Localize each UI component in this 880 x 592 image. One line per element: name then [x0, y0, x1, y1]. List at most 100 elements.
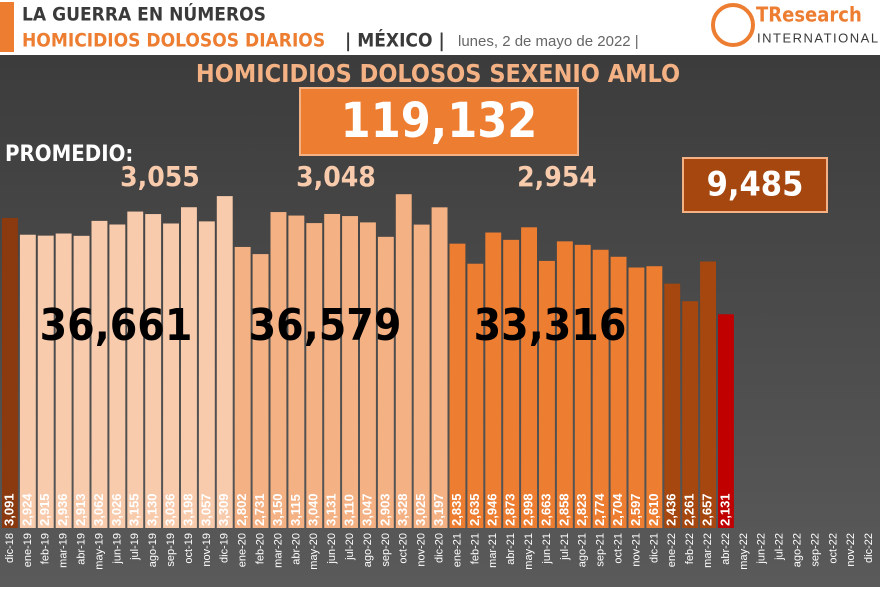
x-tick-label: abr-21	[505, 533, 517, 565]
value-label: 2,635	[467, 493, 482, 526]
bar	[556, 241, 573, 529]
bar	[467, 263, 484, 528]
total-2022: 9,485	[707, 165, 804, 205]
value-label: 2,131	[717, 493, 732, 526]
value-label: 3,026	[109, 493, 124, 526]
average: 3,048	[296, 160, 376, 193]
bar	[413, 224, 430, 528]
header-country: | MÉXICO |	[345, 29, 445, 52]
x-tick-label: dic-22	[863, 533, 875, 563]
value-label: 2,903	[377, 493, 392, 526]
bar	[449, 243, 466, 528]
bar	[288, 215, 305, 529]
x-tick-label: feb-19	[40, 533, 52, 564]
x-tick-label: sep-20	[380, 533, 392, 567]
bar	[610, 256, 627, 528]
x-tick-label: jul-20	[344, 533, 356, 561]
bar	[216, 196, 233, 528]
x-tick-label: dic-21	[648, 533, 660, 563]
total-2022-box	[682, 157, 828, 213]
x-tick-label: sep-21	[595, 533, 607, 567]
bar	[521, 227, 537, 528]
x-tick-label: mar-19	[58, 533, 70, 568]
x-tick-label: oct-19	[183, 533, 195, 564]
period-total: 36,661	[40, 300, 193, 351]
bar	[592, 249, 609, 528]
value-label: 3,198	[180, 493, 195, 526]
x-tick-label: jun-20	[326, 533, 338, 565]
value-label: 3,150	[270, 493, 285, 526]
x-tick-label: feb-22	[684, 533, 696, 564]
bar	[324, 213, 341, 528]
bar	[252, 254, 269, 529]
value-label: 2,657	[699, 493, 714, 526]
brand: TResearch	[756, 3, 862, 27]
value-label: 3,057	[198, 493, 213, 526]
x-tick-label: jun-22	[756, 533, 768, 565]
bar	[628, 267, 645, 528]
value-label: 2,946	[485, 493, 500, 526]
x-tick-label: ago-19	[147, 533, 159, 567]
value-label: 3,197	[431, 493, 446, 526]
bar	[718, 314, 734, 528]
bar	[198, 221, 215, 528]
x-tick-label: jul-21	[559, 533, 571, 561]
bar	[55, 233, 72, 528]
x-tick-label: jul-19	[129, 533, 141, 561]
x-tick-label: may-21	[523, 533, 535, 570]
header-subtitle: HOMICIDIOS DOLOSOS DIARIOS	[22, 30, 325, 52]
value-label: 3,131	[324, 493, 339, 526]
value-label: 2,915	[37, 493, 52, 526]
logo-icon	[711, 3, 755, 47]
value-label: 2,873	[503, 493, 518, 526]
bar	[700, 261, 716, 528]
x-tick-label: sep-19	[165, 533, 177, 567]
x-tick-label: jun-19	[111, 533, 123, 565]
x-tick-label: dic-20	[433, 533, 445, 563]
header-title: LA GUERRA EN NÚMEROS	[22, 2, 266, 26]
value-label: 2,436	[664, 493, 679, 526]
chart-title: HOMICIDIOS DOLOSOS SEXENIO AMLO	[196, 59, 680, 88]
x-tick-label: jun-21	[541, 533, 553, 565]
value-label: 2,731	[252, 493, 267, 526]
bar	[431, 207, 448, 529]
x-tick-label: abr-20	[290, 533, 302, 565]
value-label: 3,155	[127, 493, 142, 526]
x-tick-label: ene-20	[237, 533, 249, 567]
value-label: 3,062	[91, 493, 106, 526]
x-tick-label: nov-20	[416, 533, 428, 567]
x-tick-label: oct-22	[827, 533, 839, 564]
x-tick-label: jul-22	[774, 533, 786, 561]
period-total: 36,579	[249, 300, 402, 351]
bar	[646, 266, 663, 528]
x-tick-label: nov-19	[201, 533, 213, 567]
accent-bar	[0, 2, 14, 52]
bar	[163, 223, 179, 528]
value-label: 2,663	[538, 493, 553, 526]
x-tick-label: ene-21	[451, 533, 463, 567]
value-label: 2,610	[646, 493, 661, 526]
bar	[91, 220, 108, 528]
total-box	[299, 87, 579, 156]
value-label: 3,040	[306, 493, 321, 526]
total: 119,132	[341, 93, 538, 149]
value-label: 2,998	[520, 493, 535, 526]
x-tick-label: mar-20	[272, 533, 284, 568]
x-tick-label: oct-21	[612, 533, 624, 564]
bar	[682, 301, 699, 528]
value-label: 3,115	[288, 494, 303, 526]
x-tick-label: ene-22	[666, 533, 678, 567]
value-label: 2,597	[628, 493, 643, 526]
value-label: 2,924	[19, 493, 34, 526]
average: 3,055	[120, 160, 200, 193]
bar	[109, 224, 126, 529]
x-tick-label: may-20	[308, 533, 320, 570]
bar	[485, 232, 502, 528]
x-tick-label: abr-19	[75, 533, 87, 565]
bar	[574, 244, 591, 529]
average: 2,954	[517, 160, 597, 193]
x-tick-label: nov-22	[845, 533, 857, 567]
bar	[270, 212, 287, 528]
bar	[395, 194, 412, 528]
